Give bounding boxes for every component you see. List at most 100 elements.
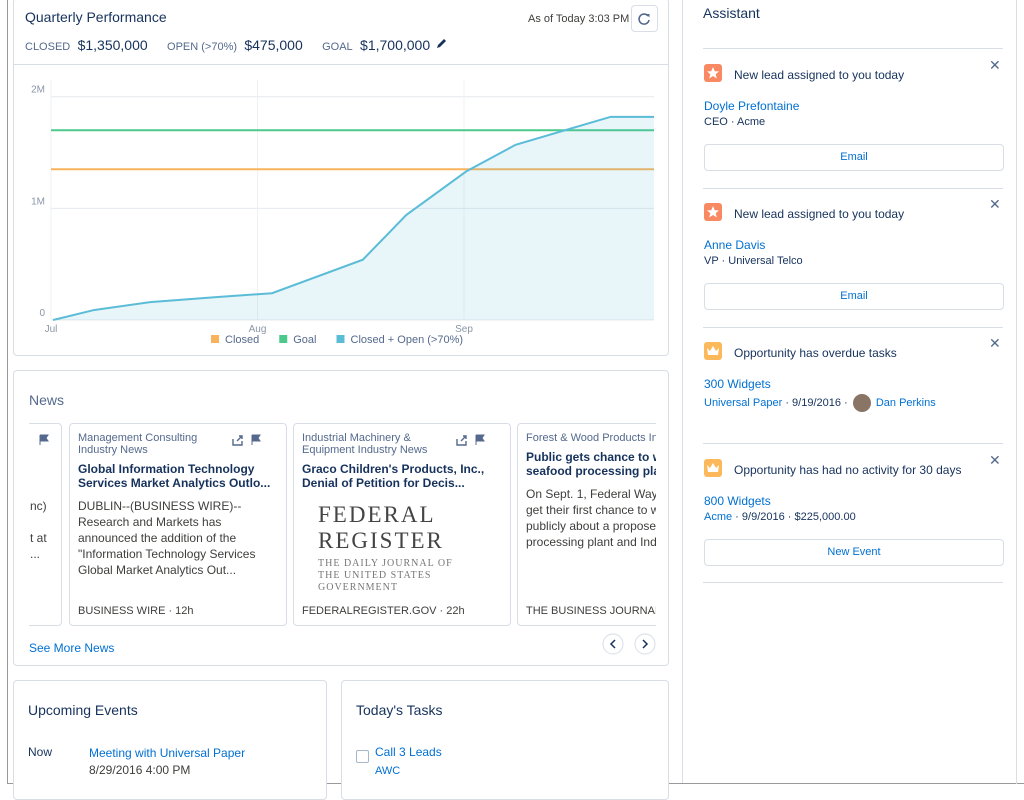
opportunity-icon xyxy=(704,342,722,360)
refresh-button[interactable] xyxy=(631,5,658,32)
legend-item: Closed + Open (>70%) xyxy=(336,334,463,346)
news-card-partial: nc) t at ... xyxy=(29,423,62,626)
legend-swatch xyxy=(211,335,219,343)
event-when: Now xyxy=(28,745,53,759)
chart: 0 1M 2M Jul Aug Sep Closed Goal Closed + Open (>… xyxy=(31,80,655,346)
x-tick-label: Jul xyxy=(45,324,58,335)
partial-line: ... xyxy=(30,547,41,561)
news-item[interactable]: Forest & Wood Products Industry News Pub… xyxy=(517,423,656,626)
share-flag-icons[interactable] xyxy=(232,434,262,446)
stats-row: CLOSED $1,350,000 OPEN (>70%) $475,000 G… xyxy=(25,37,447,53)
opportunity-name[interactable]: 800 Widgets xyxy=(704,494,771,508)
stat-label: GOAL xyxy=(322,41,353,53)
lead-name[interactable]: Anne Davis xyxy=(704,238,766,252)
x-tick-label: Aug xyxy=(249,324,267,335)
share-flag-icons[interactable] xyxy=(456,434,486,446)
frame-right xyxy=(1016,0,1017,784)
dismiss-button[interactable]: ✕ xyxy=(989,196,1001,212)
amount: $225,000.00 xyxy=(794,511,856,523)
dismiss-button[interactable]: ✕ xyxy=(989,57,1001,73)
news-item[interactable]: Industrial Machinery & Equipment Industr… xyxy=(293,423,511,626)
news-source: Management Consulting Industry News xyxy=(78,432,198,456)
x-tick-label: Sep xyxy=(455,324,473,335)
edit-icon[interactable] xyxy=(435,38,447,50)
due-date: 9/19/2016 xyxy=(792,396,841,409)
events-card: Upcoming Events Now Meeting with Univers… xyxy=(13,680,327,800)
event-name[interactable]: Meeting with Universal Paper xyxy=(89,746,246,760)
dismiss-button[interactable]: ✕ xyxy=(989,335,1001,351)
separator xyxy=(703,582,1003,583)
legend-label: Goal xyxy=(293,334,316,346)
new-event-button[interactable]: New Event xyxy=(704,539,1004,566)
owner-link[interactable]: Dan Perkins xyxy=(875,396,936,409)
lead-icon xyxy=(704,203,722,221)
divider xyxy=(14,64,668,65)
account-link[interactable]: Acme xyxy=(704,511,733,523)
partial-line: t at xyxy=(30,531,47,545)
news-card: News nc) t at ... Management Consulting … xyxy=(13,370,669,666)
see-more-news[interactable]: See More News xyxy=(29,641,115,655)
news-headline: Graco Children's Products, Inc., Denial … xyxy=(302,462,485,490)
column-divider xyxy=(682,0,683,783)
card-title: Today's Tasks xyxy=(356,702,443,718)
assistant-title: Assistant xyxy=(703,5,760,21)
task-related[interactable]: AWC xyxy=(375,765,401,777)
email-button[interactable]: Email xyxy=(704,283,1004,310)
opportunity-detail: Acme · 9/9/2016 · $225,000.00 xyxy=(704,511,856,523)
news-headline: Global Information Technology Services M… xyxy=(78,462,271,490)
opportunity-icon xyxy=(704,459,722,477)
area-fill xyxy=(53,116,655,320)
image-title: FEDERAL REGISTER xyxy=(318,502,444,553)
stat-value: $1,350,000 xyxy=(77,37,148,53)
assistant-item-title: New lead assigned to you today xyxy=(734,68,905,82)
avatar xyxy=(852,394,871,412)
partial-line: nc) xyxy=(30,499,47,513)
series-line xyxy=(52,115,654,321)
separator xyxy=(703,443,1003,444)
lead-detail: CEO · Acme xyxy=(704,116,766,128)
news-footer: FEDERALREGISTER.GOV · 22h xyxy=(302,605,465,617)
assistant-item-title: Opportunity has had no activity for 30 d… xyxy=(734,463,962,477)
news-body: On Sept. 1, Federal Way residents get th… xyxy=(526,487,656,549)
task-name[interactable]: Call 3 Leads xyxy=(375,745,442,759)
legend-item: Closed xyxy=(211,334,259,346)
lead-icon xyxy=(704,64,722,82)
card-title: Quarterly Performance xyxy=(25,9,167,25)
image-subtitle: THE DAILY JOURNAL OF THE UNITED STATES G… xyxy=(318,558,453,593)
news-image: FEDERAL REGISTER THE DAILY JOURNAL OF TH… xyxy=(318,502,478,594)
lead-name[interactable]: Doyle Prefontaine xyxy=(704,99,800,113)
news-body: DUBLIN--(BUSINESS WIRE)--Research and Ma… xyxy=(78,499,256,577)
tasks-card: Today's Tasks Call 3 Leads AWC xyxy=(341,680,669,800)
legend-swatch xyxy=(336,335,345,343)
stat-value: $475,000 xyxy=(244,37,303,53)
legend-swatch xyxy=(279,335,288,343)
news-item[interactable]: Management Consulting Industry News Glob… xyxy=(69,423,287,626)
dismiss-button[interactable]: ✕ xyxy=(989,452,1001,468)
card-title: Upcoming Events xyxy=(28,702,138,718)
news-headline: Public gets chance to weigh in on seafoo… xyxy=(526,450,656,478)
separator xyxy=(703,188,1003,189)
card-title: News xyxy=(29,392,65,408)
activity-date: 9/9/2016 xyxy=(741,511,785,523)
stat-value: $1,700,000 xyxy=(360,37,431,53)
refresh-icon xyxy=(638,13,650,25)
task-checkbox[interactable] xyxy=(356,750,369,763)
email-button[interactable]: Email xyxy=(704,144,1004,171)
stat-label: CLOSED xyxy=(25,41,71,53)
legend-label: Closed xyxy=(225,334,259,346)
news-footer: THE BUSINESS JOURNALS · 1d xyxy=(526,605,656,617)
news-carousel: nc) t at ... Management Consulting Indus… xyxy=(29,423,656,627)
news-source: Industrial Machinery & Equipment Industr… xyxy=(302,432,428,456)
frame-left xyxy=(7,0,8,784)
account-link[interactable]: Universal Paper xyxy=(704,396,783,409)
opportunity-name[interactable]: 300 Widgets xyxy=(704,377,771,391)
carousel-arrows[interactable] xyxy=(602,633,658,655)
news-footer: BUSINESS WIRE · 12h xyxy=(78,605,194,617)
lead-detail: VP · Universal Telco xyxy=(704,255,803,267)
y-tick-label: 1M xyxy=(31,196,45,207)
event-date: 8/29/2016 4:00 PM xyxy=(89,763,191,777)
flag-icon[interactable] xyxy=(38,434,50,446)
news-source: Forest & Wood Products Industry News xyxy=(526,432,656,444)
stat-label: OPEN (>70%) xyxy=(167,41,238,53)
